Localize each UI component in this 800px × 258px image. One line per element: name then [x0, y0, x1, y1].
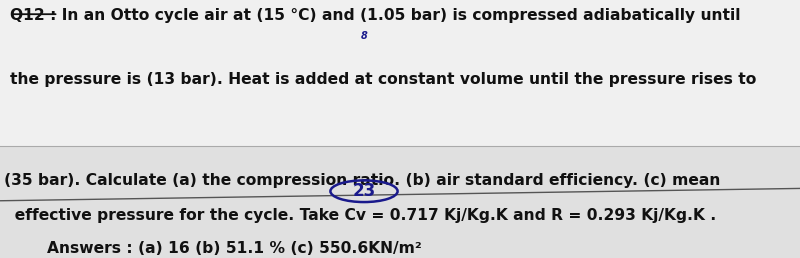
Bar: [0, 0, 800, 146]
Text: 23: 23: [352, 182, 376, 200]
Bar: [0, 146, 800, 258]
Text: (35 bar). Calculate (a) the compression ratio. (b) air standard efficiency. (c) : (35 bar). Calculate (a) the compression …: [4, 173, 720, 188]
Text: Q12 : In an Otto cycle air at (15 °C) and (1.05 bar) is compressed adiabatically: Q12 : In an Otto cycle air at (15 °C) an…: [10, 8, 740, 23]
Text: effective pressure for the cycle. Take Cv = 0.717 Kj/Kg.K and R = 0.293 Kj/Kg.K : effective pressure for the cycle. Take C…: [4, 208, 716, 223]
Text: the pressure is (13 bar). Heat is added at constant volume until the pressure ri: the pressure is (13 bar). Heat is added …: [10, 72, 756, 87]
Text: 8: 8: [361, 31, 367, 41]
Text: Answers : (a) 16 (b) 51.1 % (c) 550.6KN/m²: Answers : (a) 16 (b) 51.1 % (c) 550.6KN/…: [4, 241, 422, 256]
